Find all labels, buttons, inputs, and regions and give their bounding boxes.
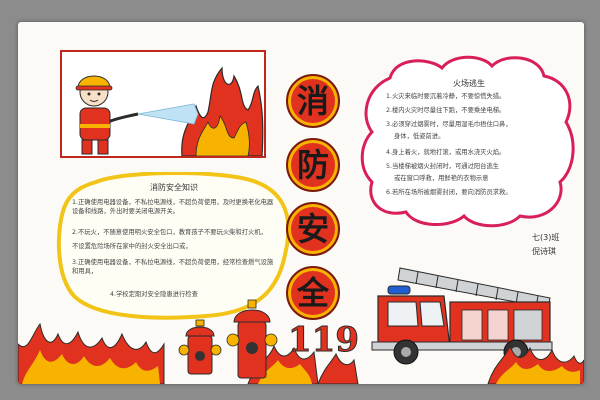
siren-icon <box>387 285 411 295</box>
hydrant-right-illustration <box>226 299 278 379</box>
escape-blob-outline <box>360 55 575 228</box>
poster: 消防安全知识 1.正确使用电器设备，不私拉电源线，不超负荷使用，及时更换老化电器… <box>18 22 584 384</box>
title-char-circle: 消 <box>286 74 340 128</box>
escape-title: 火场逃生 <box>453 79 485 88</box>
emergency-number: 119 <box>288 320 360 361</box>
title-char-circle: 安 <box>286 202 340 256</box>
firefighter-panel <box>60 50 266 158</box>
knowledge-line: 不设置危险场所在家中的封火安全出口或， <box>72 243 192 250</box>
class-label: 七(3)班 <box>532 233 560 242</box>
water-spray-icon <box>137 103 199 125</box>
title-char-circle: 全 <box>286 266 340 320</box>
escape-line: 身体，低姿前进。 <box>394 133 445 140</box>
title-char: 全 <box>296 274 329 312</box>
ladder-icon <box>397 267 551 309</box>
escape-line: 3.必须穿过烟雾时，尽量用湿毛巾捂住口鼻， <box>386 121 512 128</box>
title-char: 防 <box>296 146 329 184</box>
title-char-circle: 防 <box>286 138 340 192</box>
knowledge-blob: 消防安全知识 1.正确使用电器设备，不私拉电源线，不超负荷使用，及时更换老化电器… <box>56 172 292 320</box>
student-name: 倪诗琪 <box>532 247 556 256</box>
panel-flame-inner-icon <box>195 115 250 157</box>
title-char: 消 <box>296 82 329 120</box>
knowledge-line: 3.正确使用电器设备，不私拉电源线，不超负荷使用，经常检查燃气设施和用具， <box>72 259 274 275</box>
escape-line: 6.若所在场所被烟雾封闭，要向消防员求救。 <box>386 189 512 196</box>
escape-line: 5.当楼梯被烟火封闭时，可通过阳台逃生 <box>386 163 500 170</box>
escape-line: 或在窗口呼救，用鲜艳的衣物示意 <box>394 175 489 182</box>
escape-line: 1.火灾来临时要沉着冷静，不要惊慌失措。 <box>386 93 506 100</box>
knowledge-line: 1.正确使用电器设备，不私拉电源线，不超负荷使用，及时更换老化电器设备和线路，外… <box>72 199 274 215</box>
knowledge-blob-outline <box>56 172 291 320</box>
bottom-flame-icon <box>317 352 359 384</box>
escape-line: 2.楼内火灾时尽量往下跑，不要乘坐电梯。 <box>386 107 506 114</box>
firefighter-illustration <box>75 66 264 157</box>
escape-line: 4.身上着火，就地打滚，或用水浇灭火焰。 <box>386 149 506 156</box>
title-char: 安 <box>296 210 329 248</box>
escape-blob: 火场逃生 1.火灾来临时要沉着冷静，不要惊慌失措。 2.楼内火灾时尽量往下跑，不… <box>360 52 578 228</box>
knowledge-title: 消防安全知识 <box>150 183 198 192</box>
knowledge-line: 4.学校定期对安全隐患进行检查 <box>110 291 198 298</box>
hydrant-left-illustration <box>178 319 222 375</box>
knowledge-line: 2.不玩火，不随意使用明火安全包口，教育孩子不要玩火柴和打火机， <box>72 229 267 236</box>
fire-truck-illustration <box>371 267 553 365</box>
